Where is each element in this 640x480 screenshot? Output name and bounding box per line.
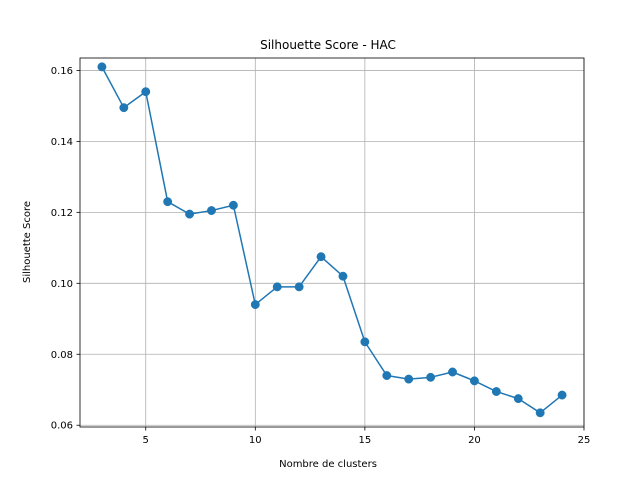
x-axis-label: Nombre de clusters: [279, 459, 377, 470]
data-point: [360, 337, 370, 347]
axes-frame: [79, 57, 585, 428]
data-point: [469, 376, 479, 386]
data-point: [535, 408, 545, 418]
data-point: [250, 300, 260, 310]
data-point: [294, 282, 304, 292]
y-tick-label: 0.10: [51, 279, 73, 290]
y-tick-label: 0.06: [51, 421, 73, 432]
data-point: [338, 271, 348, 281]
data-point: [404, 374, 414, 384]
x-tick-label: 5: [143, 435, 149, 446]
data-point: [491, 387, 501, 396]
data-point: [163, 197, 173, 207]
data-point: [557, 390, 567, 400]
data-point: [141, 87, 151, 97]
data-point: [185, 209, 195, 219]
y-tick-label: 0.12: [51, 208, 73, 219]
series-layer: [97, 62, 567, 418]
data-point: [228, 200, 238, 210]
y-tick-label: 0.14: [51, 137, 73, 148]
y-tick-label: 0.08: [51, 350, 73, 361]
axes: [79, 57, 585, 428]
y-tick-label: 0.16: [51, 66, 73, 77]
data-point: [272, 282, 282, 292]
data-point: [119, 103, 129, 113]
ticks: 5 10 15 20 25 0.06 0.08 0.10 0.12 0.14 0.16: [51, 66, 591, 446]
x-tick-label: 20: [468, 435, 481, 446]
data-point: [207, 206, 216, 216]
x-tick-label: 10: [249, 435, 262, 446]
chart-title: Silhouette Score - HAC: [260, 38, 396, 52]
x-tick-label: 25: [578, 435, 591, 446]
data-point: [426, 372, 436, 382]
series-line: [101, 66, 563, 414]
data-point: [448, 367, 457, 377]
x-tick-label: 15: [359, 435, 372, 446]
data-point: [97, 62, 107, 72]
data-point: [316, 252, 326, 262]
y-axis-label: Silhouette Score: [22, 201, 33, 283]
data-point: [382, 371, 392, 381]
data-point: [513, 394, 523, 404]
